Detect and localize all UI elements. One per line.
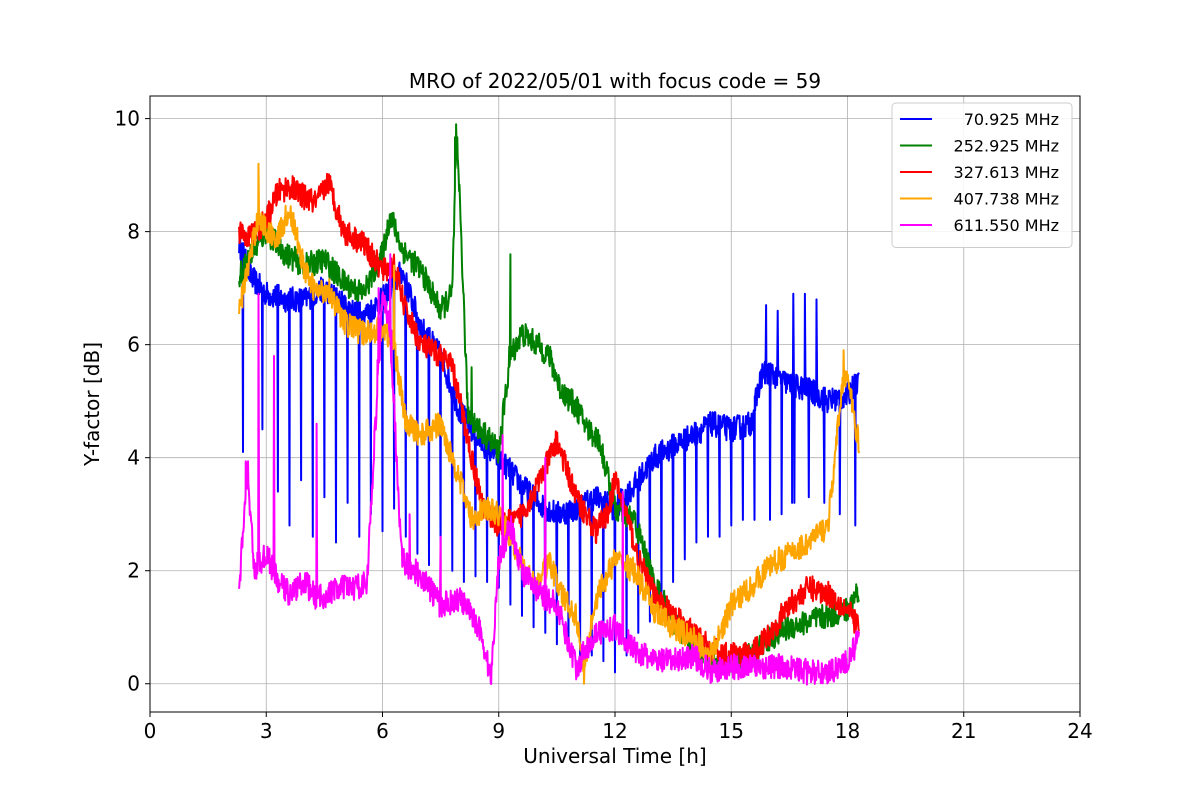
- x-tick-label: 18: [835, 719, 860, 743]
- x-tick-label: 12: [602, 719, 627, 743]
- legend-entry-label: 252.925 MHz: [954, 137, 1059, 156]
- series-line-3: [238, 172, 860, 669]
- y-tick-label: 0: [127, 672, 140, 696]
- legend-entry-label: 407.738 MHz: [954, 190, 1059, 209]
- y-tick-label: 2: [127, 559, 140, 583]
- legend-box: [891, 102, 1073, 248]
- x-tick-label: 3: [260, 719, 273, 743]
- legend: 70.925 MHz 252.925 MHz 327.613 MHz 407.738 …: [891, 102, 1073, 248]
- x-axis-label: Universal Time [h]: [523, 744, 706, 768]
- legend-entry-label: 611.550 MHz: [954, 216, 1059, 235]
- legend-entry-label: 327.613 MHz: [954, 163, 1059, 182]
- series-line-5: [238, 253, 860, 686]
- x-tick-label: 15: [719, 719, 744, 743]
- x-tick-label: 0: [144, 719, 157, 743]
- x-tick-label: 9: [492, 719, 505, 743]
- x-tick-label: 24: [1067, 719, 1092, 743]
- series-line-4: [238, 162, 860, 685]
- y-tick-label: 10: [115, 107, 140, 131]
- y-tick-label: 8: [127, 220, 140, 244]
- chart-title: MRO of 2022/05/01 with focus code = 59: [409, 69, 821, 93]
- x-tick-label: 21: [951, 719, 976, 743]
- x-tick-label: 6: [376, 719, 389, 743]
- y-tick-label: 4: [127, 446, 140, 470]
- legend-entry-label: 70.925 MHz: [964, 110, 1059, 129]
- y-tick-label: 6: [127, 333, 140, 357]
- series-lines: [238, 123, 860, 686]
- y-axis-label: Y-factor [dB]: [80, 342, 104, 467]
